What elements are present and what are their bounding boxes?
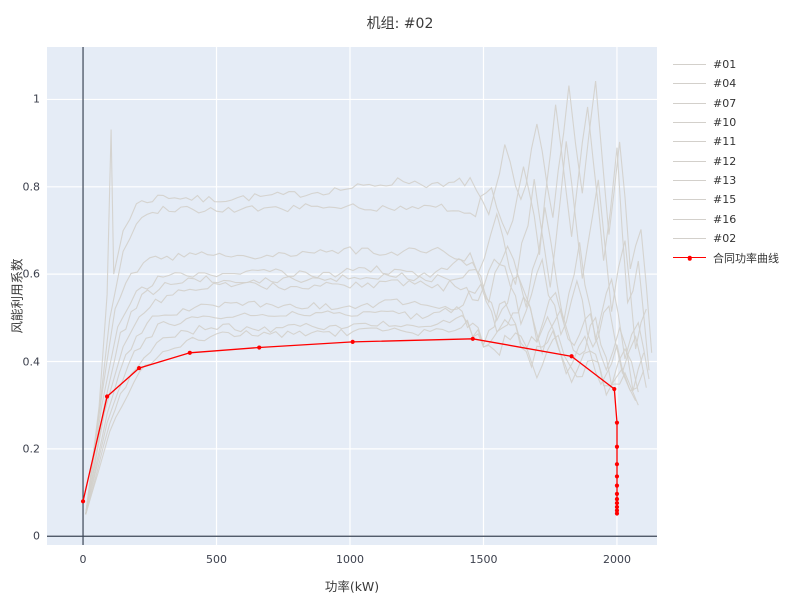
legend-item-label: #15 xyxy=(713,193,737,207)
contract-curve-marker xyxy=(612,386,617,392)
contract-curve-marker xyxy=(614,474,620,479)
legend-line-sample xyxy=(673,237,706,239)
chart-title: 机组: #02 xyxy=(366,16,434,32)
legend-item-label: #16 xyxy=(713,212,737,226)
legend-line-sample xyxy=(673,160,706,162)
legend-line-sample xyxy=(673,83,706,85)
legend-item[interactable]: #01 xyxy=(673,55,779,74)
contract-curve-marker xyxy=(104,394,110,399)
contract-curve-marker xyxy=(614,497,620,502)
legend-line-sample xyxy=(673,255,706,261)
x-axis-label: 功率(kW) xyxy=(324,579,380,594)
legend-item[interactable]: #10 xyxy=(673,113,779,132)
legend-line-sample xyxy=(673,102,706,104)
legend-item-label: #11 xyxy=(713,135,737,149)
legend-item[interactable]: #12 xyxy=(673,151,779,170)
legend: #01 #04 #07 #10 #11 #12 #13 #15 #16 #02 合同功率曲线 xyxy=(673,55,779,267)
series-line-unit-01 xyxy=(85,81,653,515)
legend-item[interactable]: #07 xyxy=(673,94,779,113)
x-tick-label: 1000 xyxy=(335,553,364,566)
legend-marker-dot xyxy=(687,255,692,261)
legend-line-sample xyxy=(673,179,706,181)
x-tick-label: 1500 xyxy=(469,553,498,566)
series-line-unit-16 xyxy=(85,314,637,515)
contract-curve-marker xyxy=(614,508,620,513)
legend-item-label: #10 xyxy=(713,116,737,130)
legend-item-label: #07 xyxy=(713,96,737,110)
series-line-unit-04 xyxy=(85,104,650,515)
legend-line-sample xyxy=(673,218,706,220)
contract-curve-marker xyxy=(614,483,620,488)
series-line-unit-10 xyxy=(85,207,650,515)
y-tick-label: 0.6 xyxy=(22,267,41,281)
contract-curve-marker xyxy=(614,462,620,467)
y-tick-label: 0.4 xyxy=(22,355,41,369)
contract-curve-marker xyxy=(470,336,475,341)
legend-item[interactable]: #16 xyxy=(673,209,779,228)
legend-item-label: #12 xyxy=(713,154,737,168)
contract-curve-marker xyxy=(614,500,620,506)
x-tick-label: 500 xyxy=(206,553,228,566)
contract-curve-marker xyxy=(614,444,620,449)
contract-curve-marker xyxy=(614,420,620,425)
y-tick-label: 0.2 xyxy=(22,442,41,456)
y-tick-label: 0 xyxy=(33,529,40,543)
contract-curve-marker xyxy=(137,365,142,371)
contract-curve-marker xyxy=(350,339,355,344)
legend-item-label: #01 xyxy=(713,58,737,72)
contract-curve-marker xyxy=(614,504,620,510)
legend-line-sample xyxy=(673,199,706,201)
plot-background xyxy=(47,47,657,545)
series-line-unit-02 xyxy=(85,319,639,515)
contract-curve-marker xyxy=(80,499,86,504)
x-tick-label: 2000 xyxy=(602,553,631,566)
legend-item-label: 合同功率曲线 xyxy=(713,251,779,265)
legend-line-sample xyxy=(673,122,706,124)
series-line-unit-07 xyxy=(85,141,647,515)
legend-item[interactable]: #04 xyxy=(673,74,779,93)
legend-line-sample xyxy=(673,141,706,143)
legend-item[interactable]: #15 xyxy=(673,190,779,209)
legend-item-label: #13 xyxy=(713,173,737,187)
y-tick-label: 0.8 xyxy=(22,180,41,194)
legend-line-sample xyxy=(673,64,706,66)
series-line-unit-15 xyxy=(85,300,645,515)
series-line-unit-13 xyxy=(85,283,639,515)
contract-curve-marker xyxy=(614,511,620,516)
contract-curve-marker xyxy=(569,354,574,359)
series-line-unit-11 xyxy=(85,257,647,515)
legend-item[interactable]: 合同功率曲线 xyxy=(673,248,779,267)
legend-item[interactable]: #13 xyxy=(673,171,779,190)
legend-item[interactable]: #11 xyxy=(673,132,779,151)
y-tick-label: 1 xyxy=(33,92,40,106)
legend-item-label: #04 xyxy=(713,77,737,91)
series-line-unit-12 xyxy=(85,268,645,515)
legend-item[interactable]: #02 xyxy=(673,229,779,248)
legend-item-label: #02 xyxy=(713,231,737,245)
x-tick-label: 0 xyxy=(79,553,87,566)
contract-curve-marker xyxy=(614,491,620,496)
contract-curve-marker xyxy=(257,345,262,350)
contract-curve-marker xyxy=(187,350,192,355)
